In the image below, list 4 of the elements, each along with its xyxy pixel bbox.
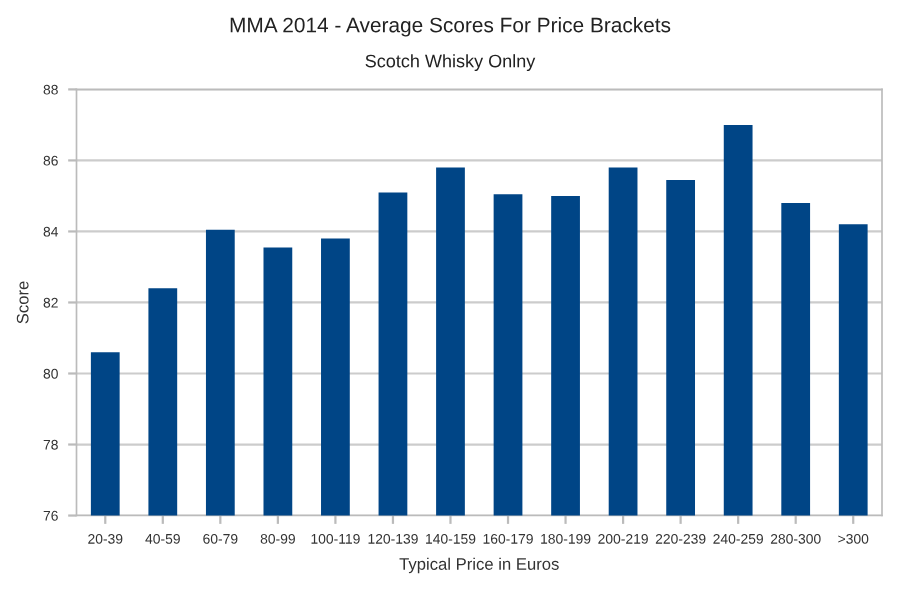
chart-title: MMA 2014 - Average Scores For Price Brackets [230,17,671,37]
chart-subtitle: Scotch Whisky Onlny [365,54,536,71]
x-axis-title: Typical Price in Euros [399,557,559,574]
y-axis-title: Score [16,281,29,324]
